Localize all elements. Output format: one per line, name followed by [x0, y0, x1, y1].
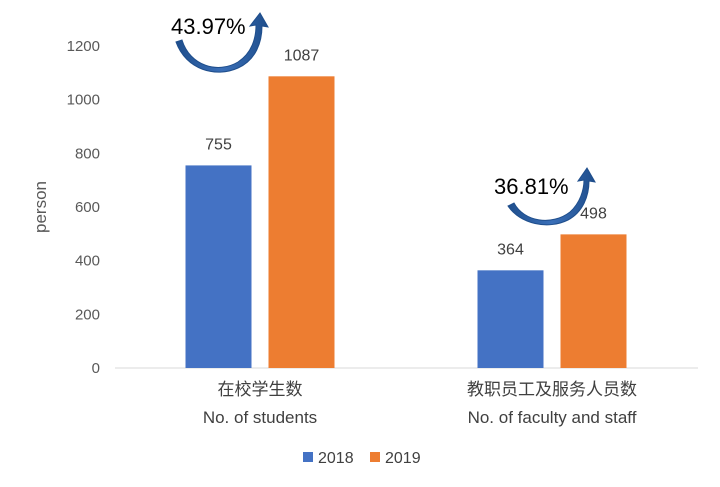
bars [185, 76, 627, 369]
data-label-2018: 755 [205, 136, 232, 153]
y-tick-label: 1000 [67, 92, 100, 109]
growth-arrow-students [175, 12, 269, 73]
data-labels: 755 1087 364 498 [205, 47, 607, 258]
bar-2019 [268, 76, 335, 369]
legend-swatch-2018 [303, 452, 313, 462]
legend-swatch-2019 [370, 452, 380, 462]
y-tick-label: 800 [75, 145, 100, 162]
legend-label-2018: 2018 [318, 450, 354, 467]
data-label-2019: 498 [580, 205, 607, 222]
y-axis-label: person [31, 181, 50, 233]
category-label-students-cn: 在校学生数 [218, 380, 303, 399]
bar-2019 [560, 234, 627, 368]
y-tick-label: 400 [75, 253, 100, 270]
y-axis-ticks: 0 200 400 600 800 1000 1200 [67, 38, 100, 377]
curved-arrow-icon [175, 12, 269, 73]
growth-label-students: 43.97% [171, 14, 246, 39]
curved-arrow-icon [507, 167, 596, 226]
legend-label-2019: 2019 [385, 450, 421, 467]
category-label-staff-cn: 教职员工及服务人员数 [467, 380, 637, 399]
bar-2018 [185, 165, 252, 368]
y-tick-label: 600 [75, 199, 100, 216]
growth-label-staff: 36.81% [494, 174, 569, 199]
y-tick-label: 1200 [67, 38, 100, 55]
y-tick-label: 200 [75, 306, 100, 323]
data-label-2019: 1087 [284, 47, 320, 64]
y-tick-label: 0 [92, 360, 100, 377]
category-label-staff-en: No. of faculty and staff [468, 408, 637, 427]
legend: 2018 2019 [303, 450, 421, 467]
data-label-2018: 364 [497, 241, 524, 258]
category-label-students-en: No. of students [203, 408, 317, 427]
bar-2018 [477, 270, 544, 368]
growth-arrow-staff [507, 167, 596, 226]
